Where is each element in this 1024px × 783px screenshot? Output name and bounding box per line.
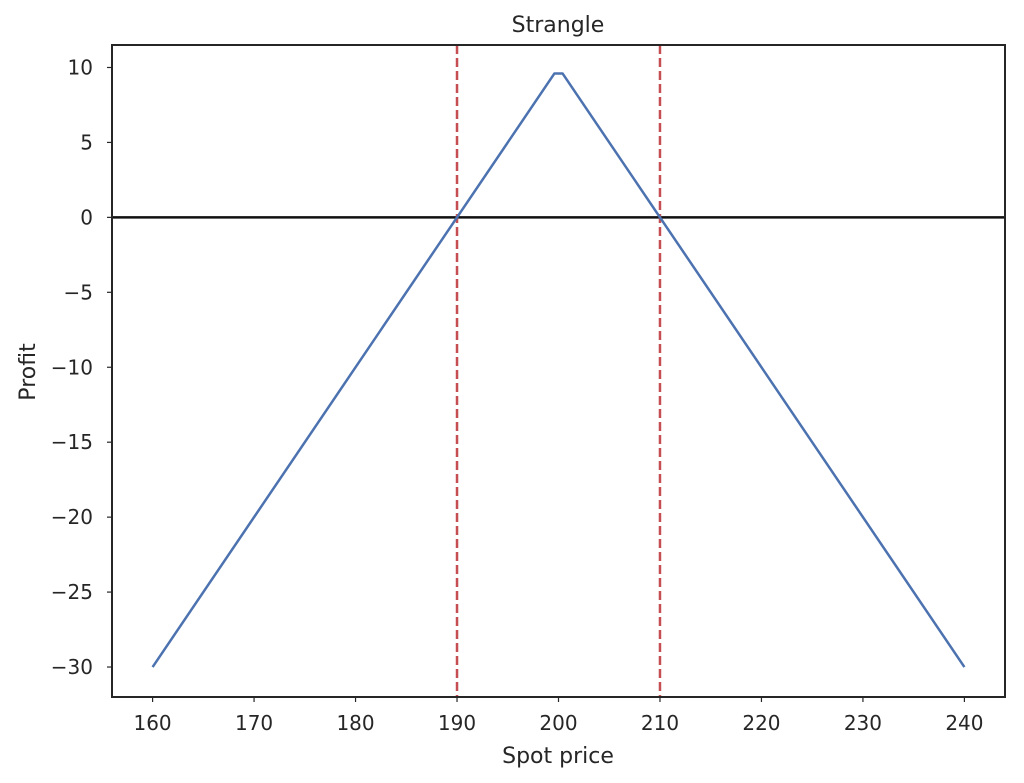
- y-tick-label: 5: [80, 130, 93, 154]
- x-axis-label: Spot price: [502, 744, 614, 769]
- x-tick-label: 240: [945, 711, 983, 735]
- profit-line: [151, 72, 966, 668]
- x-tick-label: 220: [742, 711, 780, 735]
- x-tick-label: 180: [336, 711, 374, 735]
- y-tick-label: −10: [51, 355, 93, 379]
- x-tick-label: 200: [539, 711, 577, 735]
- y-tick-label: 0: [80, 205, 93, 229]
- y-tick-label: −30: [51, 655, 93, 679]
- chart-title: Strangle: [512, 13, 605, 38]
- plot-background: [112, 45, 1005, 697]
- x-tick-label: 170: [235, 711, 273, 735]
- y-tick-label: −20: [51, 505, 93, 529]
- y-tick-label: −5: [64, 280, 93, 304]
- x-tick-label: 230: [844, 711, 882, 735]
- x-tick-label: 160: [133, 711, 171, 735]
- y-axis-ticks: 10 5 0 −5 −10 −15 −20 −25 −30: [51, 55, 112, 679]
- reference-vlines: [455, 45, 662, 697]
- y-tick-label: 10: [68, 55, 93, 79]
- x-axis-ticks: 160 170 180 190 200 210 220 230 240: [133, 697, 984, 735]
- x-tick-label: 210: [641, 711, 679, 735]
- series-layer: [151, 72, 966, 668]
- y-axis-label: Profit: [16, 343, 41, 401]
- y-tick-label: −25: [51, 580, 93, 604]
- y-tick-label: −15: [51, 430, 93, 454]
- x-tick-label: 190: [438, 711, 476, 735]
